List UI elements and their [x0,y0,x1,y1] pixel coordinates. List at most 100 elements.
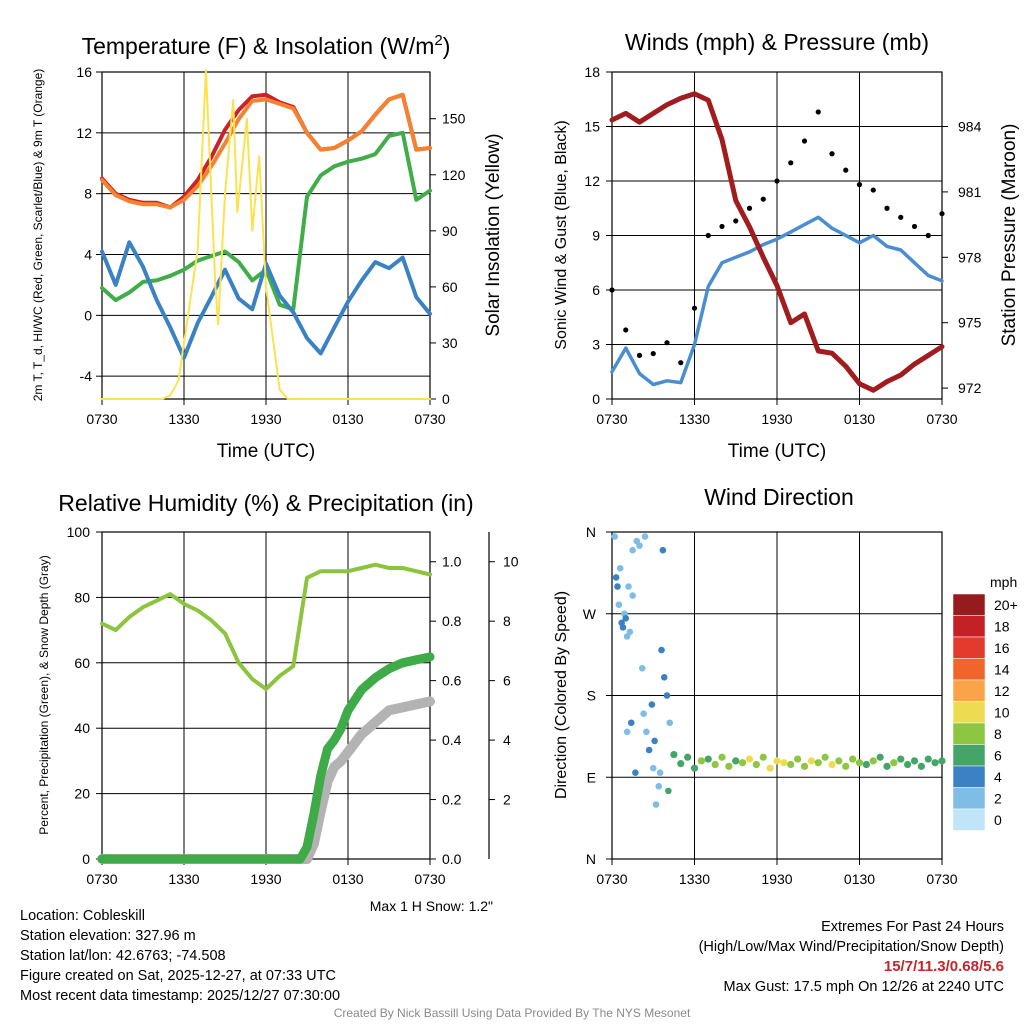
gust-point [829,151,835,157]
direction-point [640,710,647,717]
direction-point [656,769,664,777]
max-gust-text: Max Gust: 17.5 mph On 12/26 at 2240 UTC [723,979,1004,995]
legend-label: 12 [994,683,1010,699]
humidity-xtick-label: 1930 [250,871,281,887]
direction-point [629,546,636,554]
direction-point [883,762,891,770]
gust-point [609,287,615,293]
gust-point [898,214,904,220]
legend-label: 16 [994,640,1010,656]
direction-point [752,760,760,769]
title-rest: ) [443,33,451,59]
humidity-ytick-label: 100 [67,524,91,540]
gust-point [939,211,945,217]
gust-point [815,109,821,115]
legend-label: 0 [994,812,1002,828]
direction-point [616,565,624,572]
gust-point [678,360,684,366]
direction-point [612,574,620,581]
direction-point [739,759,747,767]
direction-point [732,757,740,765]
legend-swatch [952,787,986,810]
legend-swatch [952,636,986,659]
temperature-ytick-label: 16 [76,64,92,80]
direction-point [632,769,639,777]
winds-ytick-label: 3 [592,337,600,353]
temperature-title: Temperature (F) & Insolation (W/m2) [82,32,451,59]
legend-swatch [952,808,986,831]
direction-point [787,760,795,769]
humidity-title: Relative Humidity (%) & Precipitation (i… [58,490,473,516]
solar-insolation-line [101,69,431,400]
direction-point [924,755,932,763]
direction-point [862,760,870,769]
legend-label: 6 [994,748,1002,764]
created-text: Figure created on Sat, 2025-12-27, at 07… [20,968,336,984]
extremes-info: Extremes For Past 24 Hours (High/Low/Max… [699,917,1004,997]
gust-point [925,232,931,239]
gust-point [843,167,849,173]
legend-swatch [952,744,986,767]
direction-point [821,753,829,761]
direction-point [641,533,649,540]
direction-point [725,762,733,770]
legend-swatch [952,593,986,616]
legend-swatch [952,722,986,745]
direction-point [869,757,877,765]
legend-swatch [952,679,986,702]
temperature-xtick-label: 0730 [86,411,117,427]
temperature-ytick-label: 12 [76,125,92,141]
precipitation-line [97,652,435,864]
direction-point [711,760,719,769]
temperature-xtick-label: 0130 [332,411,363,427]
precip-ytick-label: 0.6 [442,673,462,689]
direction-point [636,542,643,549]
snow-depth-line [97,696,435,864]
winds-xtick-label: 0730 [926,411,957,427]
direction-point [627,719,635,727]
snow-ytick-label: 8 [503,613,511,629]
direction-xtick-label: 1930 [761,871,792,887]
direction-point [697,757,705,765]
direction-xtick-label: 0730 [596,871,627,887]
humidity-ytick-label: 60 [74,655,90,671]
direction-point [649,764,657,772]
direction-title: Wind Direction [704,484,854,510]
winds-xtick-label: 1930 [761,411,792,427]
precip-ytick-label: 0.0 [442,851,462,867]
legend-title: mph [990,574,1017,590]
winds-ytick-label: 6 [592,282,600,298]
pressure-ylabel: Station Pressure (Maroon) [999,124,1020,347]
extremes-subtitle: (High/Low/Max Wind/Precipitation/Snow De… [698,939,1004,955]
direction-point [931,759,939,767]
direction-ytick-label: E [587,769,596,785]
direction-point [704,755,712,763]
temperature-ylabel: 2m T, T_d, HI/WC (Red, Green, Scarlet/Bl… [31,69,45,402]
gust-point [911,223,918,230]
credit-text: Created By Nick Bassill Using Data Provi… [333,1006,691,1020]
insolation-ytick-label: 60 [442,279,458,295]
max-snow-label: Max 1 H Snow: 1.2" [369,898,493,914]
legend-swatch [952,615,986,638]
snow-ytick-label: 2 [503,792,511,808]
temperature-ytick-label: 4 [84,247,92,263]
direction-point [766,764,774,772]
snow-ytick-label: 4 [503,732,511,748]
humidity-ytick-label: 20 [74,786,90,802]
location-text: Location: Cobleskill [20,908,145,924]
gust-point [691,305,698,311]
insolation-ytick-label: 150 [442,111,466,127]
direction-ytick-label: N [586,851,596,867]
direction-point [718,753,726,761]
humidity-chart: 0730 1330 1930 0130 0730 Relative Humidity (%… [37,490,519,887]
winds-xtick-label: 0130 [844,411,875,427]
temperature-ytick-label: -4 [80,368,93,384]
direction-point [629,592,636,599]
direction-point [643,728,650,736]
winds-ytick-label: 18 [584,64,600,80]
humidity-xtick-label: 0730 [86,871,117,887]
winds-xlabel: Time (UTC) [728,441,827,462]
direction-point [622,614,630,622]
9m-temperature-line [100,92,432,210]
direction-point [938,757,946,765]
